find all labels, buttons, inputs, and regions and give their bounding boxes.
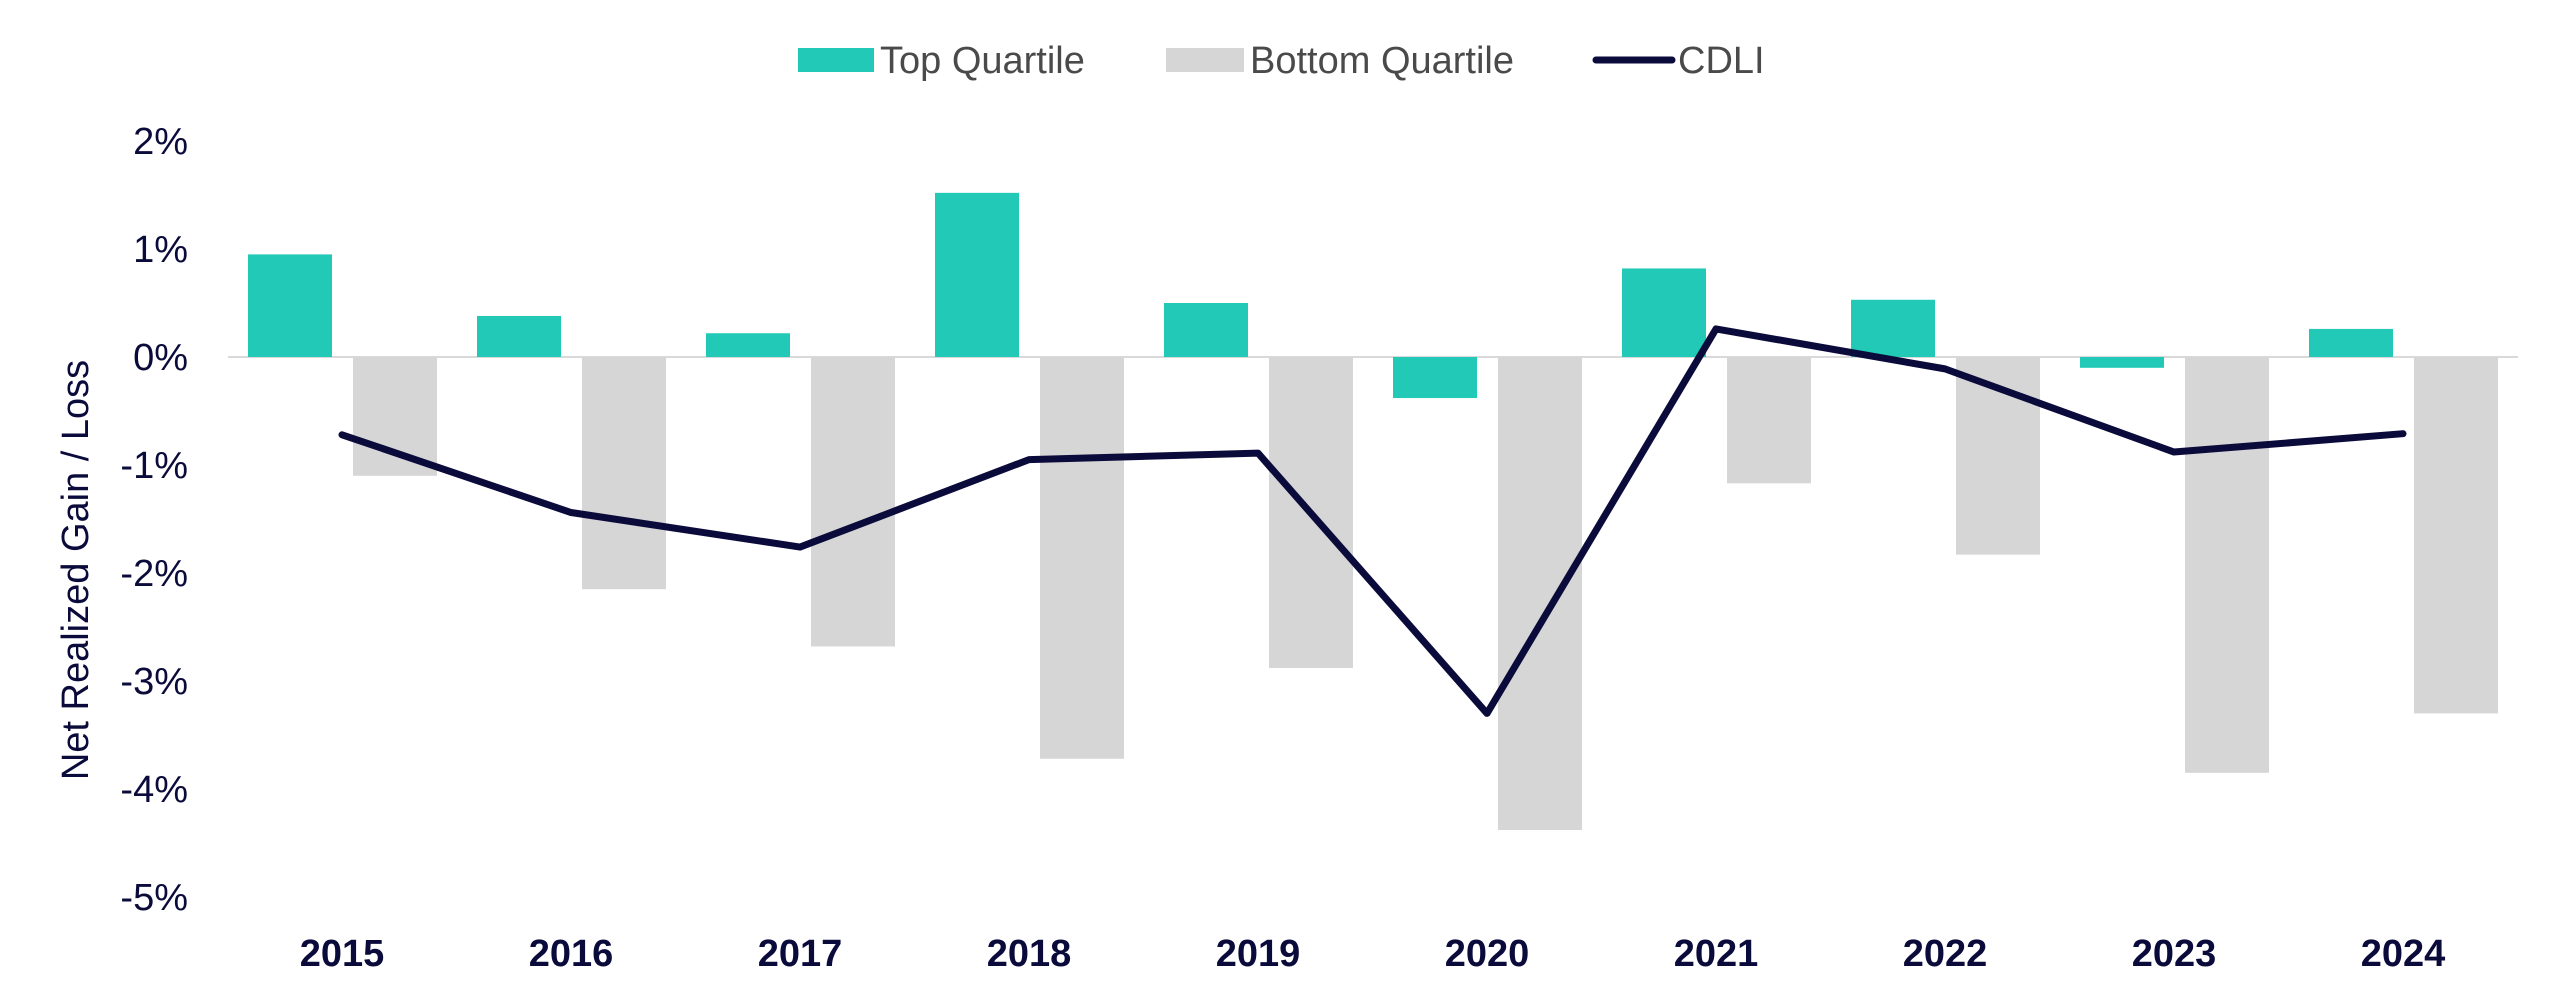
x-tick-label: 2015 <box>300 933 385 975</box>
x-tick-label: 2023 <box>2132 933 2217 975</box>
legend-label: Bottom Quartile <box>1250 40 1514 82</box>
cdli-line <box>338 325 2407 717</box>
cdli-point <box>1944 368 1946 370</box>
bottom-quartile-bar <box>353 357 437 476</box>
x-tick-label: 2021 <box>1674 933 1759 975</box>
bottom-quartile-bar <box>2414 357 2498 714</box>
cdli-point <box>341 434 343 436</box>
legend: Top Quartile Bottom Quartile CDLI <box>798 40 1765 82</box>
y-tick-label: -5% <box>120 877 188 919</box>
cdli-line-series <box>338 325 2407 717</box>
top-quartile-bar <box>1622 268 1706 357</box>
top-quartile-bar <box>248 254 332 357</box>
y-tick-label: -2% <box>120 553 188 595</box>
y-tick-label: -1% <box>120 445 188 487</box>
cdli-point <box>1257 452 1259 454</box>
cdli-point <box>1028 459 1030 461</box>
cdli-point <box>2173 451 2175 453</box>
y-axis-title: Net Realized Gain / Loss <box>55 360 97 780</box>
cdli-point <box>2402 433 2404 435</box>
legend-swatch <box>798 48 874 72</box>
top-quartile-bar <box>1164 303 1248 357</box>
cdli-point <box>799 546 801 548</box>
bottom-quartile-bar <box>811 357 895 647</box>
legend-label: Top Quartile <box>880 40 1085 82</box>
x-tick-label: 2019 <box>1216 933 1301 975</box>
top-quartile-bar <box>935 192 1019 357</box>
x-axis-ticks: 2015 2016 2017 2018 2019 2020 2021 2022 2023 2024 <box>300 933 2446 975</box>
y-tick-label: 0% <box>133 337 188 379</box>
cdli-point <box>1486 712 1488 714</box>
x-tick-label: 2020 <box>1445 933 1530 975</box>
bottom-quartile-bar <box>1498 357 1582 831</box>
y-tick-label: -3% <box>120 661 188 703</box>
y-tick-label: 1% <box>133 229 188 271</box>
top-quartile-bar <box>706 333 790 357</box>
top-quartile-bar <box>477 315 561 357</box>
cdli-point <box>570 512 572 514</box>
legend-label: CDLI <box>1678 40 1765 82</box>
x-tick-label: 2017 <box>758 933 843 975</box>
top-quartile-bar <box>1851 299 1935 357</box>
bottom-quartile-bar <box>1040 357 1124 759</box>
y-tick-label: 2% <box>133 121 188 163</box>
x-tick-label: 2024 <box>2361 933 2446 975</box>
cdli-point <box>1715 328 1717 330</box>
y-axis-ticks: 2% 1% 0% -1% -2% -3% -4% -5% <box>120 121 188 919</box>
x-tick-label: 2018 <box>987 933 1072 975</box>
bottom-quartile-bar <box>1727 357 1811 484</box>
y-tick-label: -4% <box>120 769 188 811</box>
bottom-quartile-bar <box>582 357 666 590</box>
x-tick-label: 2016 <box>529 933 614 975</box>
top-quartile-bar <box>2080 357 2164 368</box>
bottom-quartile-bar <box>2185 357 2269 773</box>
top-quartile-bar <box>2309 328 2393 357</box>
legend-swatch <box>1166 48 1244 72</box>
x-tick-label: 2022 <box>1903 933 1988 975</box>
top-quartile-bar <box>1393 357 1477 399</box>
